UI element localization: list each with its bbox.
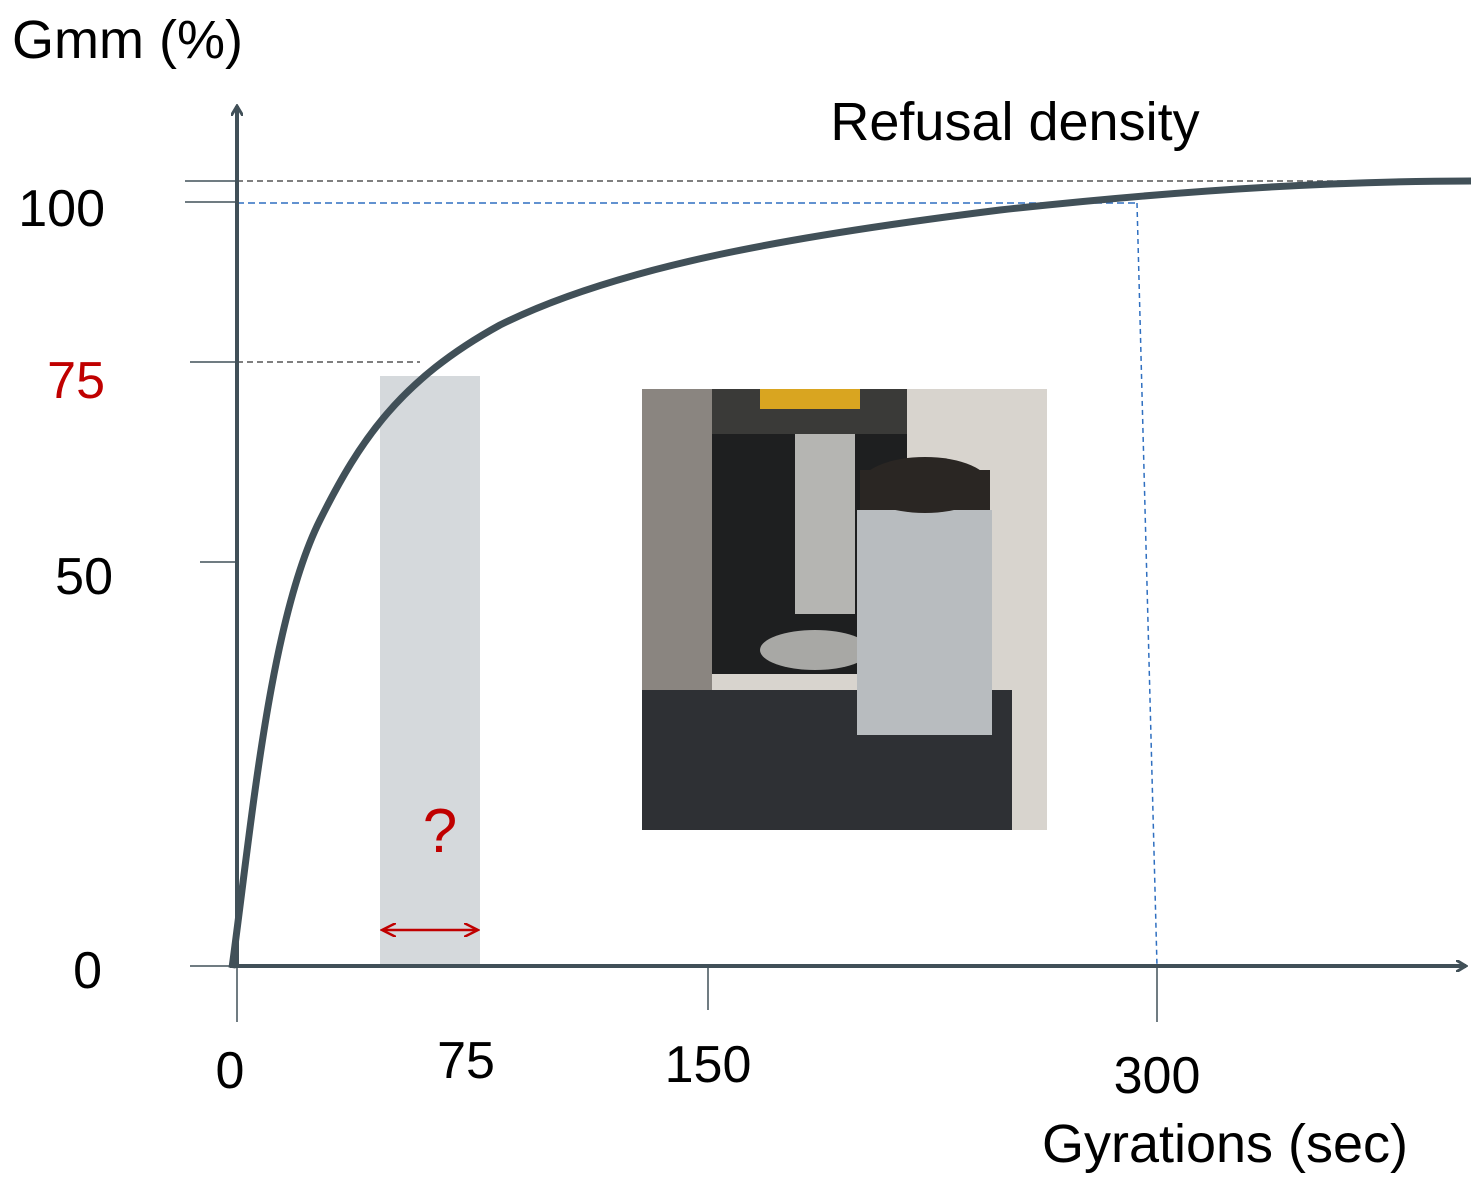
x-title: Gyrations (sec) <box>1042 1114 1408 1174</box>
compactor-photo <box>642 389 1047 830</box>
x-tick-label: 150 <box>665 1036 752 1094</box>
refusal-label: Refusal density <box>830 92 1199 152</box>
densification-curve <box>228 177 1471 969</box>
y-title: Gmm (%) <box>12 10 243 70</box>
x-tick-label: 0 <box>216 1042 245 1100</box>
window-band <box>380 376 480 966</box>
y-tick-label: 0 <box>73 942 102 1000</box>
question-mark: ? <box>423 797 457 866</box>
y-tick-label: 75 <box>47 352 105 410</box>
x-tick-label: 75 <box>437 1032 495 1090</box>
target-drop <box>1136 202 1158 967</box>
x-tick-label: 300 <box>1114 1047 1201 1105</box>
tick-marks <box>185 180 1158 1022</box>
y-tick-label: 50 <box>55 548 113 606</box>
y-tick-label: 100 <box>18 180 105 238</box>
